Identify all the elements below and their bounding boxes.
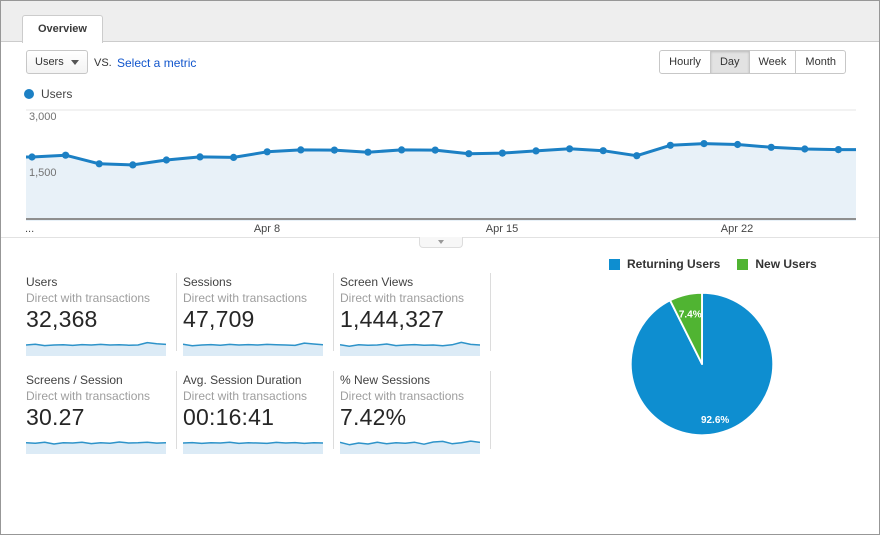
data-point[interactable]: [700, 140, 708, 148]
metric-card-screen-views: Screen Views Direct with transactions 1,…: [340, 273, 491, 356]
card-value: 32,368: [26, 306, 98, 332]
tab-overview-label: Overview: [38, 23, 87, 35]
card-value: 1,444,327: [340, 306, 445, 332]
legend-label: Returning Users: [627, 257, 721, 271]
data-point[interactable]: [129, 161, 137, 169]
chevron-down-icon: [70, 59, 79, 65]
data-point[interactable]: [465, 150, 473, 158]
chart-legend-label: Users: [41, 87, 73, 101]
data-point[interactable]: [398, 146, 406, 154]
metric-card-screens-per-session: Screens / Session Direct with transactio…: [26, 371, 177, 454]
metric-card-sessions: Sessions Direct with transactions 47,709: [183, 273, 334, 356]
metric-card-avg-session-duration: Avg. Session Duration Direct with transa…: [183, 371, 334, 454]
card-title: % New Sessions: [340, 373, 431, 387]
pie-slice-label: 92.6%: [701, 415, 729, 426]
data-point[interactable]: [196, 153, 204, 161]
granularity-day-button[interactable]: Day: [709, 50, 750, 74]
metric-dropdown[interactable]: Users: [26, 50, 88, 74]
x-axis-label: ...: [25, 223, 35, 235]
y-axis-label: 1,500: [29, 167, 57, 179]
tab-bar: Overview: [1, 1, 879, 43]
card-sparkline: [340, 440, 480, 454]
legend-label: New Users: [755, 257, 817, 271]
data-point[interactable]: [330, 146, 338, 154]
card-title: Avg. Session Duration: [183, 373, 302, 387]
card-subtitle: Direct with transactions: [183, 291, 308, 305]
y-axis-label: 3,000: [29, 111, 57, 123]
card-value: 30.27: [26, 404, 85, 430]
x-axis-line: [26, 218, 856, 220]
data-point[interactable]: [28, 153, 36, 161]
card-value: 47,709: [183, 306, 255, 332]
data-point[interactable]: [162, 156, 170, 164]
chart-collapse-handle[interactable]: [419, 237, 463, 248]
data-point[interactable]: [734, 140, 742, 149]
chart-legend: Users: [24, 87, 72, 101]
metric-card-users: Users Direct with transactions 32,368: [26, 273, 177, 356]
card-title: Sessions: [183, 275, 232, 289]
data-point[interactable]: [95, 160, 103, 168]
select-metric-link[interactable]: Select a metric: [117, 56, 197, 70]
legend-item-new-users: New Users: [737, 257, 817, 271]
data-point[interactable]: [599, 147, 607, 155]
card-subtitle: Direct with transactions: [26, 291, 151, 305]
user-type-pie-chart[interactable]: 92.6% 7.4%: [626, 288, 778, 440]
card-title: Screens / Session: [26, 373, 123, 387]
data-point[interactable]: [566, 145, 574, 153]
vs-label: VS.: [94, 57, 112, 69]
data-point[interactable]: [431, 146, 439, 154]
card-subtitle: Direct with transactions: [183, 389, 308, 403]
metric-card-new-sessions-pct: % New Sessions Direct with transactions …: [340, 371, 491, 454]
pie-slice-label: 7.4%: [679, 309, 702, 320]
card-sparkline: [26, 441, 166, 454]
data-point[interactable]: [263, 148, 271, 156]
card-subtitle: Direct with transactions: [340, 389, 465, 403]
granularity-week-button[interactable]: Week: [748, 50, 797, 74]
data-point[interactable]: [230, 153, 238, 161]
data-point[interactable]: [834, 146, 843, 154]
returning-users-swatch-icon: [609, 258, 620, 270]
metric-dropdown-value: Users: [35, 56, 64, 68]
card-title: Users: [26, 275, 58, 289]
card-sparkline: [340, 341, 480, 356]
card-subtitle: Direct with transactions: [340, 291, 465, 305]
chevron-down-icon: [438, 240, 444, 244]
granularity-hourly-button[interactable]: Hourly: [659, 50, 711, 74]
pie-slice-new-users[interactable]: [669, 291, 703, 365]
legend-item-returning-users: Returning Users: [609, 257, 720, 271]
data-point[interactable]: [364, 148, 372, 156]
data-point[interactable]: [532, 147, 540, 155]
card-value: 00:16:41: [183, 404, 275, 430]
users-series-dot-icon: [24, 89, 34, 99]
card-sparkline: [183, 441, 323, 454]
granularity-month-button[interactable]: Month: [795, 50, 846, 74]
data-point[interactable]: [297, 146, 305, 154]
tab-overview[interactable]: Overview: [22, 15, 103, 43]
x-axis-label: Apr 8: [253, 223, 281, 235]
new-users-swatch-icon: [737, 258, 749, 270]
card-sparkline: [26, 341, 166, 356]
data-point[interactable]: [62, 151, 70, 159]
data-point[interactable]: [666, 141, 675, 149]
data-point[interactable]: [633, 152, 641, 160]
x-axis-label: Apr 15: [485, 223, 519, 235]
users-timeseries-chart[interactable]: [26, 105, 856, 221]
card-sparkline: [183, 342, 323, 356]
data-point[interactable]: [767, 143, 775, 151]
data-point[interactable]: [498, 149, 506, 157]
card-subtitle: Direct with transactions: [26, 389, 151, 403]
data-point[interactable]: [801, 145, 809, 153]
granularity-toggle: Hourly Day Week Month: [659, 50, 846, 74]
card-value: 7.42%: [340, 404, 407, 430]
pie-legend: Returning Users New Users: [609, 257, 817, 271]
card-title: Screen Views: [340, 275, 414, 289]
x-axis-label: Apr 22: [720, 223, 754, 235]
